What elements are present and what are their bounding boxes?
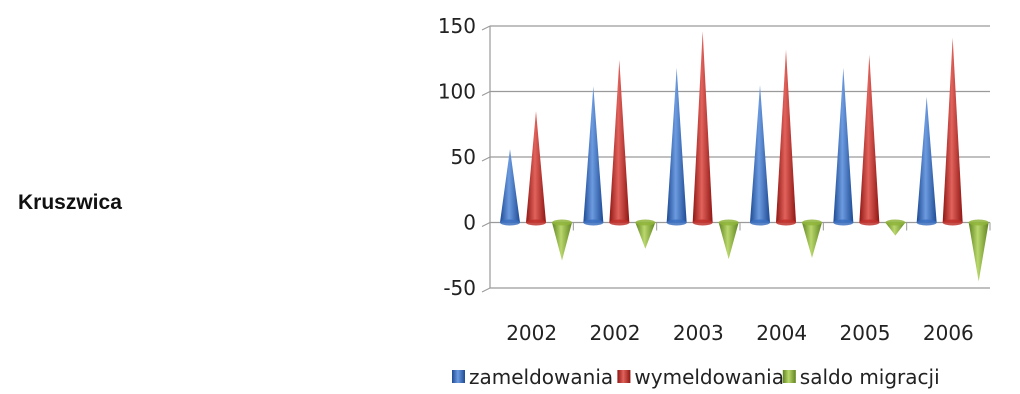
cone-zameldowania: [583, 86, 604, 223]
cone-base: [552, 219, 572, 226]
cone-base: [526, 219, 546, 226]
cone-saldo-migracji: [718, 222, 739, 260]
cone-base: [859, 219, 880, 226]
cone-saldo-migracji: [552, 222, 572, 261]
cone-base: [718, 219, 739, 226]
x-tick-label: 2006: [923, 321, 974, 345]
cone-base: [916, 219, 937, 226]
grid-line-depth: [481, 25, 491, 31]
grid-line-depth: [481, 287, 491, 293]
legend-label: wymeldowania: [634, 365, 784, 389]
cone-base: [802, 219, 822, 226]
y-tick-label: 0: [463, 211, 476, 235]
cone-zameldowania: [500, 149, 520, 223]
legend-label: zameldowania: [469, 365, 613, 389]
x-tick-label: 2002: [506, 321, 557, 345]
legend-swatch: [617, 370, 631, 383]
x-axis: 2002 2002 2003 2004 2005 2006: [489, 222, 991, 345]
y-tick-label: 150: [438, 14, 476, 38]
cone-base: [692, 219, 713, 226]
cone-base: [635, 219, 656, 226]
cone-zameldowania: [666, 67, 687, 223]
y-tick-label: -50: [443, 276, 476, 300]
cone-saldo-migracji: [885, 222, 906, 236]
x-tick-label: 2005: [840, 321, 891, 345]
x-tick-label: 2003: [673, 321, 724, 345]
y-tick-label: 100: [438, 80, 476, 104]
cone-wymeldowania: [776, 49, 796, 223]
legend-swatch: [782, 370, 796, 383]
cone-saldo-migracji: [968, 222, 989, 282]
cone-base: [776, 219, 796, 226]
cone-base: [583, 219, 604, 226]
cone-saldo-migracji: [635, 222, 656, 249]
cone-wymeldowania: [859, 54, 880, 223]
x-tick-label: 2002: [590, 321, 641, 345]
cone-wymeldowania: [692, 31, 713, 223]
cone-base: [666, 219, 687, 226]
cone-base: [833, 219, 854, 226]
cone-wymeldowania: [526, 111, 546, 223]
cone-base: [609, 219, 630, 226]
legend-label: saldo migracji: [800, 365, 940, 389]
plot-area: [500, 31, 989, 282]
cone-base: [750, 219, 770, 226]
grid-line-depth: [481, 222, 491, 227]
grid-lines: [481, 25, 990, 293]
y-tick-label: 50: [451, 145, 476, 169]
legend: zameldowania wymeldowania saldo migracji: [452, 365, 940, 389]
cone-base: [500, 219, 520, 226]
cone-wymeldowania: [942, 37, 963, 223]
x-tick-label: 2004: [756, 321, 807, 345]
y-axis: 150 100 50 0 -50: [438, 14, 491, 300]
cone-zameldowania: [916, 96, 937, 223]
cone-base: [942, 219, 963, 226]
chart-side-label: Kruszwica: [18, 191, 122, 214]
cone-base: [968, 219, 989, 226]
cone-base: [885, 219, 906, 226]
cone-zameldowania: [750, 84, 770, 223]
cone-saldo-migracji: [802, 222, 822, 258]
grid-line-depth: [481, 91, 491, 96]
cone-wymeldowania: [609, 60, 630, 223]
cone-zameldowania: [833, 67, 854, 223]
grid-line-depth: [481, 156, 491, 162]
legend-swatch: [452, 370, 465, 383]
